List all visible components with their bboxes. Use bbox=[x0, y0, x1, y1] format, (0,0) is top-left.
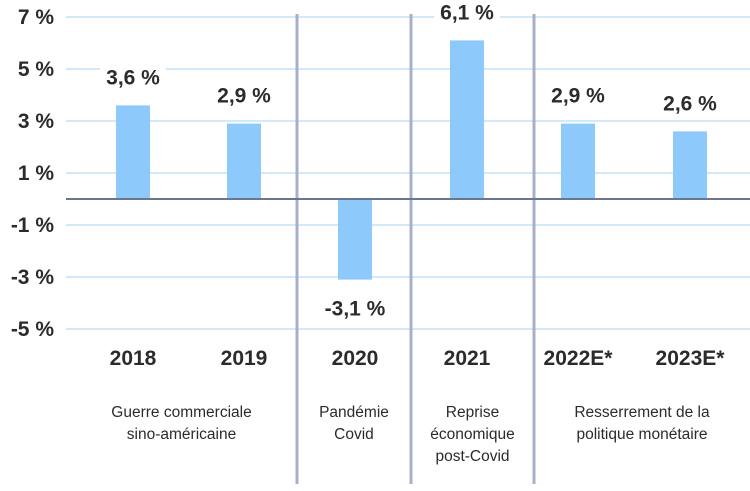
y-tick-label: -3 % bbox=[11, 266, 55, 289]
data-label-background bbox=[322, 293, 388, 322]
x-tick-label: 2021 bbox=[444, 347, 491, 370]
data-label: 3,6 % bbox=[106, 66, 160, 89]
data-label: 2,6 % bbox=[663, 92, 717, 115]
data-labels: 3,6 % 2,9 % -3,1 % 6,1 % 2,9 % 2,6 % bbox=[100, 0, 723, 322]
bar-2022e bbox=[561, 123, 595, 199]
period-label: Pandémie Covid bbox=[297, 402, 411, 446]
period-label-line: Pandémie bbox=[319, 404, 389, 421]
period-label: Guerre commerciale sino-américaine bbox=[66, 402, 297, 446]
y-tick-label: -1 % bbox=[11, 214, 55, 237]
bar-2023e bbox=[673, 131, 707, 199]
bars bbox=[116, 40, 707, 280]
data-label-background bbox=[211, 80, 277, 109]
bar-2018 bbox=[116, 105, 150, 199]
period-label-line: économique bbox=[430, 426, 515, 443]
data-label-background bbox=[657, 88, 723, 117]
data-label-background bbox=[545, 80, 611, 109]
period-label-line: Covid bbox=[334, 426, 374, 443]
data-label-background bbox=[434, 0, 500, 26]
period-label-line: Resserrement de la bbox=[574, 404, 710, 421]
x-axis-ticks: 2018 2019 2020 2021 2022E* 2023E* bbox=[110, 347, 726, 370]
bar-2021 bbox=[450, 40, 484, 200]
y-axis-ticks: 7 % 5 % 3 % 1 % -1 % -3 % -5 % bbox=[11, 6, 55, 341]
y-tick-label: 3 % bbox=[18, 110, 55, 133]
bar-2020 bbox=[338, 199, 372, 280]
period-label-line: sino-américaine bbox=[126, 426, 237, 443]
gridlines bbox=[66, 16, 750, 330]
bar-2019 bbox=[227, 123, 261, 199]
x-tick-label: 2020 bbox=[332, 347, 379, 370]
period-label-line: Reprise bbox=[445, 404, 500, 421]
x-tick-label: 2018 bbox=[110, 347, 157, 370]
data-label: -3,1 % bbox=[325, 298, 386, 321]
period-label-line: politique monétaire bbox=[576, 426, 708, 443]
x-tick-label: 2022E* bbox=[544, 347, 614, 370]
period-label: Resserrement de la politique monétaire bbox=[534, 402, 750, 446]
x-tick-label: 2019 bbox=[221, 347, 268, 370]
y-tick-label: 5 % bbox=[18, 58, 55, 81]
period-label-line: Guerre commerciale bbox=[111, 404, 252, 421]
y-tick-label: -5 % bbox=[11, 318, 55, 341]
x-tick-label: 2023E* bbox=[656, 347, 726, 370]
period-separators bbox=[295, 14, 536, 484]
data-label-background bbox=[100, 62, 166, 91]
period-label: Reprise économique post-Covid bbox=[411, 402, 534, 468]
y-tick-label: 7 % bbox=[18, 6, 55, 29]
period-label-line: post-Covid bbox=[435, 448, 510, 465]
y-tick-label: 1 % bbox=[18, 162, 55, 185]
data-label: 2,9 % bbox=[217, 85, 271, 108]
data-label: 6,1 % bbox=[440, 1, 494, 24]
data-label: 2,9 % bbox=[551, 85, 605, 108]
